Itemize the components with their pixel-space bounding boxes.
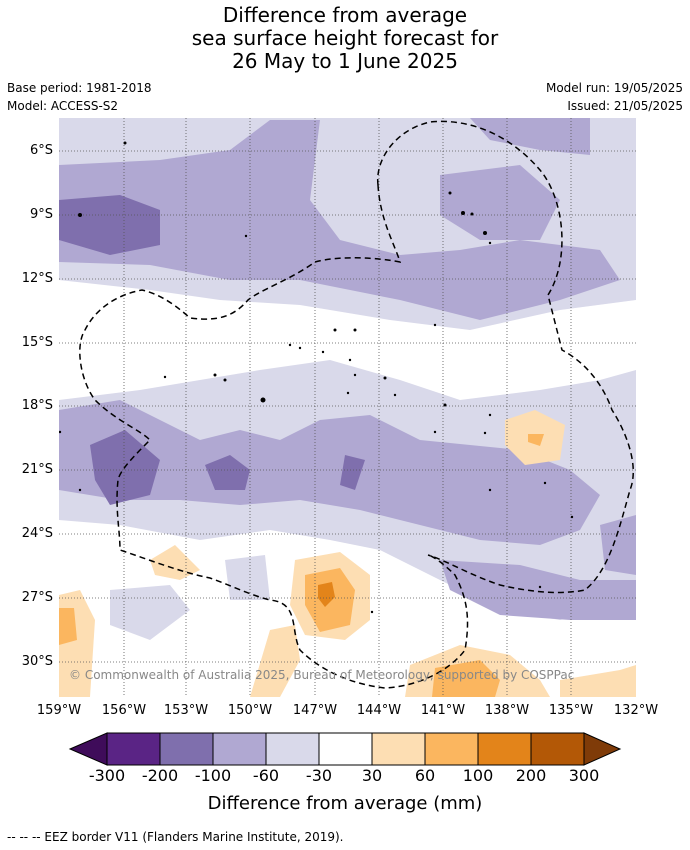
lat-label-21s: 21°S [21,462,53,477]
lon-label-138w: 138°W [484,703,530,718]
colorbar-min-arrow [68,732,108,766]
meta-left: Base period: 1981-2018 Model: ACCESS-S2 [7,79,152,115]
colorbar-bin-6 [371,732,426,766]
anomaly-positive-center-core [318,582,335,607]
eez-borders [79,120,634,689]
lon-label-159w: 159°W [36,703,82,718]
issued-text: Issued: 21/05/2025 [567,99,683,113]
lon-label-135w: 135°W [548,703,594,718]
lat-label-15s: 15°S [21,335,53,350]
colorbar [68,732,622,766]
lat-label-27s: 27°S [21,590,53,605]
colorbar-tick-7: 60 [414,766,436,785]
title-line-1: Difference from average [222,3,468,27]
colorbar-bin-3 [212,732,267,766]
anomaly-light-sw [110,585,190,640]
anomaly-strong-nw [59,195,160,255]
anomaly-positive-far-se [560,665,636,697]
title-line-3: 26 May to 1 June 2025 [232,49,458,73]
title-line-2: sea surface height forecast for [191,26,499,50]
colorbar-tick-4: -60 [252,766,280,785]
lat-label-6s: 6°S [29,143,53,158]
anomaly-strong-w2 [205,455,250,490]
anomaly-medium-center [440,165,560,240]
lon-label-132w: 132°W [613,703,659,718]
eez-legend-footer: -- -- -- EEZ border V11 (Flanders Marine… [7,830,344,844]
lat-label-18s: 18°S [21,398,53,413]
colorbar-tick-9: 200 [515,766,547,785]
colorbar-tick-6: 30 [361,766,383,785]
colorbar-bin-9 [530,732,585,766]
colorbar-bin-5 [318,732,373,766]
copyright-text: © Commonwealth of Australia 2025, Bureau… [69,668,575,682]
colorbar-bin-4 [265,732,320,766]
anomaly-positive-east-core [528,434,544,446]
anomaly-strong-center [340,455,365,490]
anomaly-medium-south [59,400,600,545]
colorbar-tick-3: -100 [194,766,232,785]
lon-label-144w: 144°W [356,703,402,718]
colorbar-tick-10: 300 [568,766,600,785]
lon-label-141w: 141°W [420,703,466,718]
anomaly-medium-east [600,515,636,575]
anomaly-medium-north [59,120,620,320]
gridlines [59,118,636,697]
lat-label-12s: 12°S [21,271,53,286]
meta-right: Model run: 19/05/2025 Issued: 21/05/2025 [546,79,683,115]
lon-label-147w: 147°W [292,703,338,718]
anomaly-medium-se [440,560,636,620]
lon-label-156w: 156°W [101,703,147,718]
anomaly-positive-west-core [59,608,77,645]
map-field [59,118,636,697]
colorbar-tick-1: -300 [88,766,126,785]
model-run-text: Model run: 19/05/2025 [545,81,683,95]
anomaly-positive-sw [150,545,200,580]
anomaly-positive-se-core [432,660,500,697]
anomaly-positive-south [250,625,300,697]
colorbar-max-arrow [583,732,622,766]
lat-label-24s: 24°S [21,526,53,541]
colorbar-bin-8 [477,732,532,766]
base-period-text: Base period: 1981-2018 [7,81,152,95]
colorbar-bin-7 [424,732,479,766]
islands [59,141,574,614]
lat-label-30s: 30°S [21,654,53,669]
colorbar-bin-2 [159,732,214,766]
lat-label-9s: 9°S [29,207,53,222]
lon-label-153w: 153°W [163,703,209,718]
colorbar-bin-1 [106,732,161,766]
map-title: Difference from average sea surface heig… [0,4,690,73]
anomaly-medium-ne [470,118,590,155]
lon-label-150w: 150°W [227,703,273,718]
colorbar-tick-8: 100 [462,766,494,785]
model-text: Model: ACCESS-S2 [7,99,119,113]
colorbar-tick-2: -200 [141,766,179,785]
colorbar-label: Difference from average (mm) [207,793,483,814]
colorbar-tick-5: -30 [305,766,333,785]
